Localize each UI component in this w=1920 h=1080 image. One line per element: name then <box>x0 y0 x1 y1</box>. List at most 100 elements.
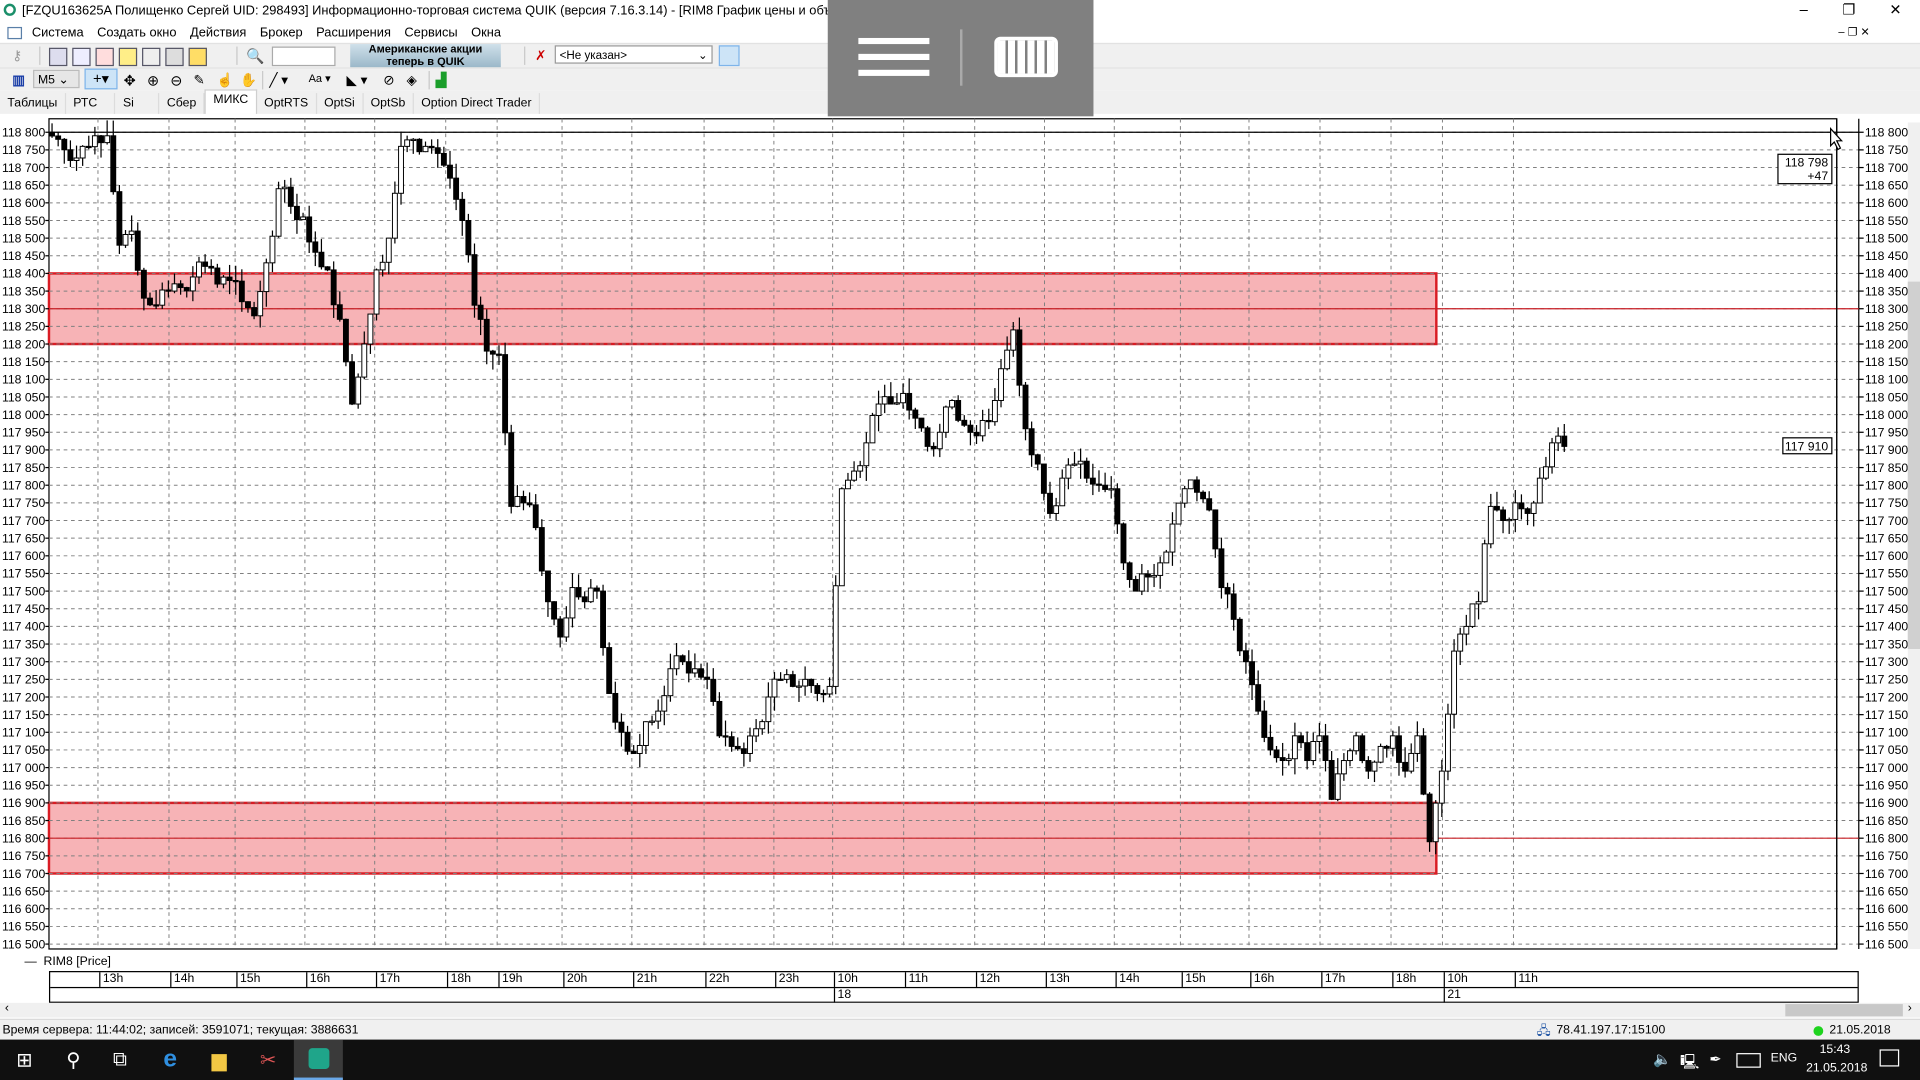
cancel-order-icon[interactable] <box>95 47 114 67</box>
key-icon[interactable]: ⚷ <box>12 48 23 64</box>
vertical-scrollbar[interactable] <box>1907 122 1920 949</box>
price-label-left: 118 050 <box>2 390 46 404</box>
notifications-icon[interactable] <box>1879 1049 1900 1067</box>
tab-option-direct-trader[interactable]: Option Direct Trader <box>414 93 541 114</box>
tab-tables[interactable]: Таблицы <box>0 93 66 114</box>
text-tool-icon[interactable]: Aa ▾ <box>308 72 331 85</box>
bear-candle <box>208 265 215 269</box>
briefcase-icon[interactable] <box>165 47 184 67</box>
line-tool-icon[interactable]: ╱ ▾ <box>269 73 289 89</box>
window-menu-icon[interactable] <box>7 26 23 39</box>
bull-candle <box>1438 770 1445 804</box>
tab-rts[interactable]: РТС <box>66 93 116 114</box>
task-view-icon[interactable]: ⧉ <box>112 1048 128 1070</box>
price-label-right: 117 900 <box>1865 443 1909 457</box>
internet-explorer-icon[interactable]: e <box>163 1045 178 1073</box>
bull-candle <box>863 442 870 467</box>
zoom-in-icon[interactable]: ⊕ <box>146 72 160 90</box>
snipping-tool-icon[interactable]: ✂ <box>259 1050 277 1071</box>
search-input[interactable] <box>271 46 336 67</box>
interval-select[interactable]: M5 ⌄ <box>33 69 80 89</box>
volume-icon[interactable]: 🔈 <box>1653 1050 1672 1068</box>
price-label-right: 117 600 <box>1865 549 1909 563</box>
language-indicator[interactable]: ENG <box>1770 1051 1798 1066</box>
network-tray-icon[interactable]: 🖳 <box>1680 1053 1700 1071</box>
bull-candle <box>1071 463 1078 466</box>
search-icon[interactable]: 🔍 <box>246 47 265 65</box>
bear-candle <box>1365 760 1372 772</box>
tab-optrts[interactable]: OptRTS <box>257 93 317 114</box>
scroll-right-icon[interactable]: › <box>1907 1001 1912 1016</box>
quik-taskbar-icon[interactable] <box>293 1039 343 1080</box>
bear-candle <box>1206 498 1213 511</box>
menu-windows[interactable]: Окна <box>471 25 502 40</box>
crosshair-tool-button[interactable]: +▾ <box>84 68 118 90</box>
bull-candle <box>361 343 368 378</box>
price-label-right: 118 800 <box>1865 126 1909 140</box>
menu-create-window[interactable]: Создать окно <box>97 25 177 40</box>
tab-miks[interactable]: МИКС <box>204 89 257 114</box>
bull-candle <box>1451 650 1458 715</box>
menu-extensions[interactable]: Расширения <box>316 25 391 40</box>
tab-optsb[interactable]: OptSb <box>363 93 414 114</box>
scroll-thumb[interactable] <box>1785 1004 1903 1017</box>
tab-optsi[interactable]: OptSi <box>317 93 364 114</box>
order-icon[interactable] <box>72 47 91 67</box>
close-button[interactable]: ✕ <box>1889 1 1902 19</box>
bull-candle <box>936 431 943 450</box>
price-label-left: 117 250 <box>2 673 46 687</box>
vscroll-thumb[interactable] <box>1907 281 1920 649</box>
bull-candle <box>747 735 753 754</box>
tab-sber[interactable]: Сбер <box>160 93 205 114</box>
portfolio-icon[interactable] <box>188 47 207 67</box>
maximize-button[interactable]: ❐ <box>1842 1 1856 19</box>
file-explorer-icon[interactable]: ▆ <box>211 1050 227 1071</box>
bull-candle <box>783 674 790 680</box>
bull-candle <box>1151 574 1158 578</box>
status-date: 21.05.2018 <box>1829 1023 1891 1038</box>
ruler-icon[interactable]: ✎ <box>193 73 205 89</box>
volume-chart-icon[interactable]: ▟ <box>435 73 447 89</box>
bull-candle <box>1285 758 1292 762</box>
menu-broker[interactable]: Брокер <box>259 25 303 40</box>
indicator-off-icon[interactable]: ⊘ <box>383 73 395 89</box>
bull-candle <box>1371 761 1378 772</box>
layers-icon[interactable]: ◈ <box>406 73 417 89</box>
hamburger-menu-icon[interactable] <box>858 37 930 45</box>
pen-icon[interactable]: ✒ <box>1709 1050 1722 1068</box>
keyboard-icon[interactable] <box>994 36 1058 78</box>
table-icon[interactable] <box>48 47 68 67</box>
price-label-right: 116 750 <box>1865 849 1909 863</box>
menu-actions[interactable]: Действия <box>190 25 247 40</box>
user-icon[interactable] <box>718 45 740 67</box>
promo-banner[interactable]: Американские акции теперь в QUIK <box>350 44 501 68</box>
tab-si[interactable]: Si <box>116 93 160 114</box>
account-select[interactable]: <Не указан> ⌄ <box>554 45 713 64</box>
connection-ok-icon <box>1813 1026 1824 1036</box>
windows-start-icon[interactable]: ⊞ <box>16 1050 33 1071</box>
minimize-button[interactable]: – <box>1799 1 1808 19</box>
child-window-controls[interactable]: – ❐ ✕ <box>1838 25 1870 38</box>
zoom-out-icon[interactable]: ⊖ <box>170 72 183 90</box>
clock-date[interactable]: 21.05.2018 <box>1806 1061 1868 1076</box>
money-icon[interactable] <box>118 47 138 67</box>
hand-icon[interactable]: ✋ <box>240 73 257 89</box>
bear-candle <box>416 138 423 153</box>
price-label-right: 117 350 <box>1865 637 1909 651</box>
user-disconnected-icon[interactable]: ✗ <box>535 48 547 64</box>
menu-sistema[interactable]: Система <box>31 25 84 40</box>
bear-candle <box>251 307 258 317</box>
bull-candle <box>91 135 98 148</box>
move-icon[interactable]: ✥ <box>123 72 136 90</box>
chart-type-icon[interactable]: ▥ <box>12 73 25 89</box>
menu-services[interactable]: Сервисы <box>404 25 458 40</box>
horizontal-scrollbar[interactable]: ‹ › <box>0 1001 1920 1018</box>
pointer-hand-icon[interactable]: ☝ <box>216 73 234 89</box>
scroll-left-icon[interactable]: ‹ <box>4 1001 9 1016</box>
copy-icon[interactable] <box>142 47 161 67</box>
touch-keyboard-icon[interactable] <box>1736 1053 1761 1068</box>
clock-time[interactable]: 15:43 <box>1819 1043 1851 1057</box>
fill-tool-icon[interactable]: ◣ ▾ <box>346 73 368 89</box>
search-icon[interactable]: ⚲ <box>66 1050 81 1071</box>
